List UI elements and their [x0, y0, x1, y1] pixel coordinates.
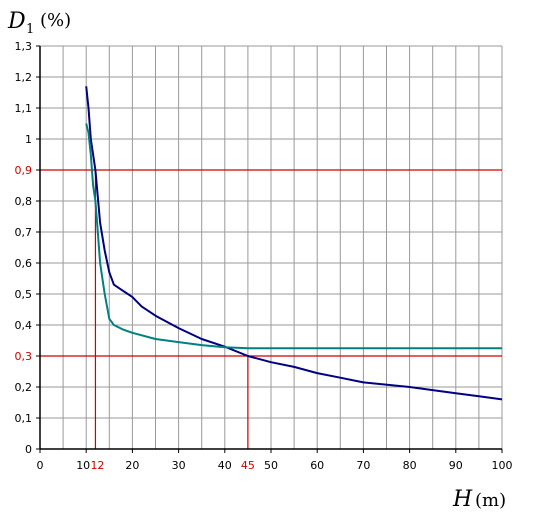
y-tick-label: 0,2 [15, 381, 33, 394]
axes [36, 45, 503, 453]
x-axis-unit: (m) [475, 490, 506, 511]
x-tick-label: 20 [125, 459, 139, 472]
x-tick-label: 30 [172, 459, 186, 472]
y-tick-label: 0,9 [15, 164, 33, 177]
x-reference-label: 12 [90, 459, 104, 472]
y-axis-symbol: D [7, 9, 26, 34]
x-tick-label: 40 [218, 459, 232, 472]
x-tick-label: 50 [264, 459, 278, 472]
y-tick-label: 0,8 [15, 195, 33, 208]
y-tick-label: 1,3 [15, 40, 33, 53]
grid [39, 45, 503, 450]
x-reference-label: 45 [241, 459, 255, 472]
y-axis-subscript: 1 [26, 22, 34, 37]
x-tick-labels: 0 10 20 30 40 50 60 70 80 90 100 [37, 459, 513, 472]
x-tick-label: 80 [403, 459, 417, 472]
series-line-1 [85, 86, 503, 401]
y-tick-label: 1 [25, 133, 32, 146]
x-axis-symbol: H [452, 487, 473, 512]
y-tick-label: 0 [25, 443, 32, 456]
y-tick-label: 0,1 [15, 412, 33, 425]
x-tick-label: 100 [492, 459, 513, 472]
y-tick-label: 0,5 [15, 288, 33, 301]
y-tick-label: 0,7 [15, 226, 33, 239]
series-group [85, 86, 503, 401]
y-tick-label: 1,1 [15, 102, 33, 115]
y-tick-label: 0,4 [15, 319, 33, 332]
x-tick-label: 90 [449, 459, 463, 472]
x-tick-label: 0 [37, 459, 44, 472]
y-axis-unit: (%) [40, 10, 71, 31]
reference-labels: 12 45 [90, 459, 254, 472]
y-tick-labels: 0 0,1 0,2 0,3 0,4 0,5 0,6 0,7 0,8 0,9 1 1,1 1,2 1,3 [15, 40, 33, 456]
x-tick-label: 60 [310, 459, 324, 472]
x-tick-label: 10 [76, 459, 90, 472]
x-tick-label: 70 [356, 459, 370, 472]
series-line-2 [85, 123, 502, 350]
y-tick-label: 0,3 [15, 350, 33, 363]
reference-lines [40, 169, 502, 449]
y-tick-label: 1,2 [15, 71, 33, 84]
y-tick-label: 0,6 [15, 257, 33, 270]
